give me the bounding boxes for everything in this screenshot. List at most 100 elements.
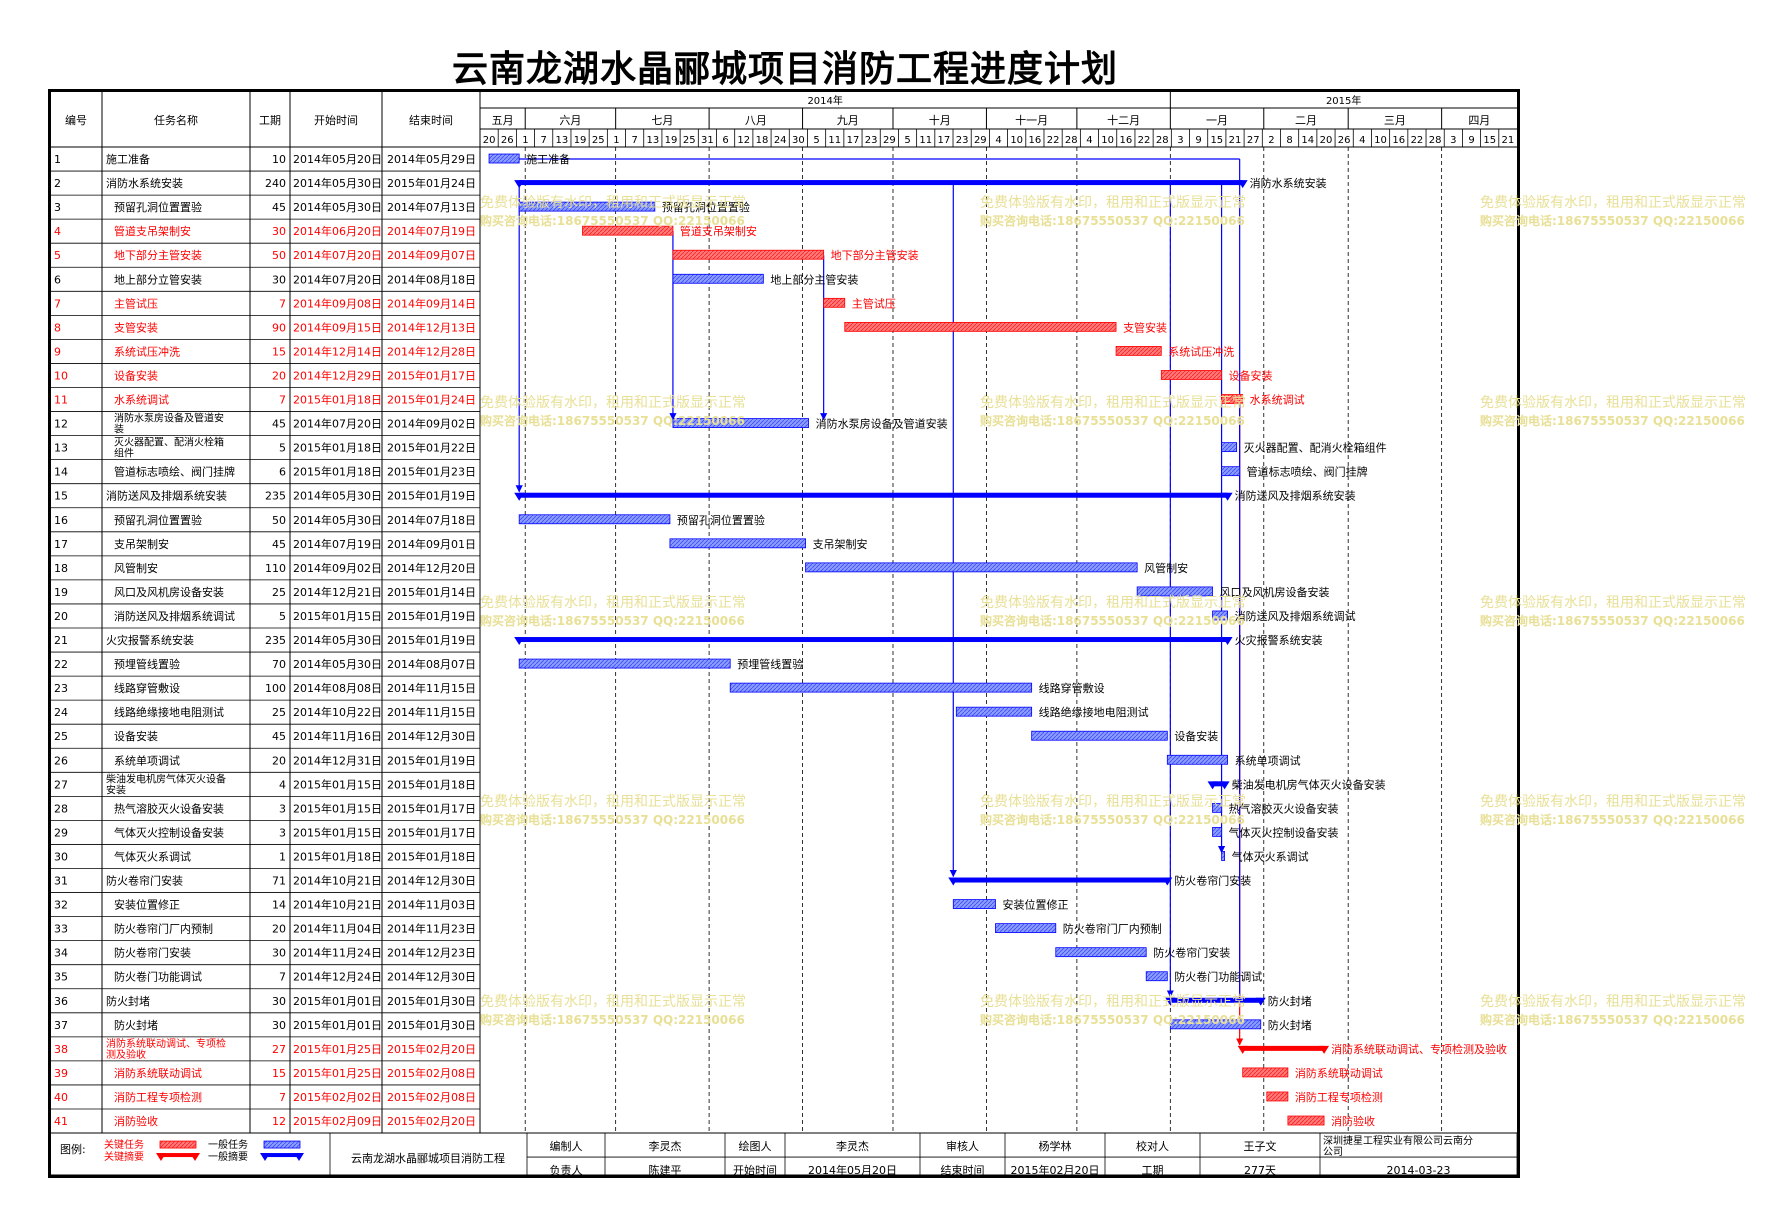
task-name: 水系统调试	[114, 394, 169, 407]
task-bar	[1221, 442, 1238, 453]
task-end: 2015年01月23日	[387, 465, 476, 479]
table-row: 11 水系统调试 7 2015年01月18日 2015年01月24日	[54, 393, 476, 407]
task-duration: 30	[272, 947, 286, 960]
task-name: 主管试压	[114, 296, 158, 310]
task-bar	[1221, 394, 1244, 404]
gantt-bar: 热气溶胶灭火设备安装	[1212, 801, 1339, 815]
task-name: 消防验收	[114, 1114, 158, 1128]
column-header: 结束时间	[409, 114, 453, 127]
bar-label: 消防送风及排烟系统安装	[1235, 489, 1356, 503]
month-label: 十二月	[1107, 113, 1140, 127]
footer-label: 编制人	[550, 1139, 583, 1153]
summary-cap	[514, 180, 525, 189]
summary-bar	[1212, 781, 1225, 787]
watermark-line: 购买咨询电话:18675550537 QQ:22150066	[980, 1012, 1245, 1027]
gantt-bar: 支管安装	[844, 320, 1167, 334]
week-tick-label: 15	[1483, 135, 1496, 146]
task-id: 19	[54, 586, 68, 599]
task-end: 2014年11月15日	[387, 681, 476, 695]
week-tick-label: 10	[1010, 135, 1023, 146]
task-duration: 30	[272, 273, 286, 286]
bar-label: 地上部分主管安装	[770, 272, 858, 286]
task-name: 施工准备	[106, 152, 150, 166]
task-bar	[1287, 1115, 1325, 1126]
task-end: 2015年01月18日	[387, 849, 476, 863]
gantt-bar: 支吊架制安	[669, 537, 868, 551]
task-start: 2015年01月18日	[293, 441, 382, 455]
watermark-line: 免费体验版有水印，租用和正式版显示正常	[1480, 595, 1746, 611]
bar-label: 防火卷帘门安装	[1174, 874, 1251, 888]
task-id: 34	[54, 947, 68, 960]
table-row: 21 火灾报警系统安装 235 2014年05月30日 2015年01月19日	[54, 633, 476, 647]
task-bar	[1212, 610, 1229, 621]
task-duration: 20	[272, 369, 286, 382]
summary-cap	[514, 492, 525, 501]
week-tick-label: 28	[1156, 135, 1169, 146]
bar-label: 管道标志喷绘、阀门挂牌	[1247, 465, 1368, 479]
task-end: 2015年01月24日	[387, 176, 476, 190]
week-tick-label: 5	[904, 135, 910, 146]
task-name: 消防工程专项检测	[114, 1090, 202, 1104]
month-label: 一月	[1206, 114, 1228, 127]
table-row: 18 风管制安 110 2014年09月02日 2014年12月20日	[54, 561, 476, 575]
task-end: 2015年01月17日	[387, 368, 476, 382]
task-id: 38	[54, 1043, 68, 1056]
gantt-bar: 气体灭火系调试	[1221, 849, 1309, 863]
task-bar	[995, 923, 1057, 934]
week-tick-label: 28	[1065, 135, 1078, 146]
task-id: 16	[54, 514, 68, 527]
bar-label: 消防工程专项检测	[1295, 1090, 1383, 1104]
task-start: 2014年05月20日	[293, 152, 382, 166]
task-id: 15	[54, 490, 68, 503]
task-id: 39	[54, 1067, 68, 1080]
watermark-line: 免费体验版有水印，租用和正式版显示正常	[980, 794, 1246, 810]
week-tick-label: 29	[974, 135, 987, 146]
week-tick-label: 9	[1468, 135, 1474, 146]
task-duration: 70	[272, 658, 286, 671]
bar-label: 安装位置修正	[1002, 898, 1068, 912]
task-end: 2015年01月14日	[387, 585, 476, 599]
summary-cap	[1319, 1045, 1330, 1054]
week-tick-label: 22	[1047, 135, 1060, 146]
week-tick-label: 20	[483, 135, 496, 146]
task-duration: 3	[279, 826, 286, 839]
watermark-line: 购买咨询电话:18675550537 QQ:22150066	[480, 413, 745, 428]
summary-bar	[519, 492, 1228, 498]
task-duration: 7	[279, 394, 286, 407]
gantt-bar: 消防水系统安装	[514, 176, 1327, 190]
summary-cap	[1222, 637, 1233, 646]
table-row: 20 消防送风及排烟系统调试 5 2015年01月15日 2015年01月19日	[54, 609, 476, 623]
week-tick-label: 1	[613, 135, 619, 146]
table-row: 22 预埋管线置验 70 2014年05月30日 2014年08月07日	[54, 657, 476, 671]
task-start: 2015年01月01日	[293, 994, 382, 1008]
bar-label: 消防水系统安装	[1250, 176, 1327, 190]
watermark-line: 免费体验版有水印，租用和正式版显示正常	[1480, 994, 1746, 1010]
task-bar	[1115, 346, 1162, 356]
task-end: 2014年12月13日	[387, 320, 476, 334]
table-row: 9 系统试压冲洗 15 2014年12月14日 2014年12月28日	[54, 344, 476, 358]
footer-label: 校对人	[1136, 1139, 1169, 1153]
summary-cap	[1255, 997, 1266, 1006]
summary-bar	[1242, 1045, 1325, 1051]
gantt-bar: 预留孔洞位置置验	[518, 200, 750, 214]
footer-value: 王子文	[1244, 1139, 1277, 1153]
week-tick-label: 16	[1029, 135, 1042, 146]
table-row: 26 系统单项调试 20 2014年12月31日 2015年01月19日	[54, 753, 476, 767]
task-start: 2014年05月30日	[293, 489, 382, 503]
bar-label: 设备安装	[1174, 729, 1218, 743]
legend-normal-summary: 一般摘要	[208, 1150, 248, 1163]
task-name: 管道支吊架制安	[114, 224, 191, 238]
task-duration: 45	[272, 730, 286, 743]
watermark-line: 免费体验版有水印，租用和正式版显示正常	[1480, 794, 1746, 810]
table-row: 38 消防系统联动调试、专项检测及验收 27 2015年01月25日 2015年02月2…	[54, 1037, 476, 1061]
bar-label: 水系统调试	[1250, 394, 1305, 407]
task-start: 2014年09月08日	[293, 296, 382, 310]
task-bar	[488, 153, 520, 164]
task-end: 2014年09月01日	[387, 537, 476, 551]
task-duration: 27	[272, 1043, 286, 1056]
watermark-line: 免费体验版有水印，租用和正式版显示正常	[480, 994, 746, 1010]
